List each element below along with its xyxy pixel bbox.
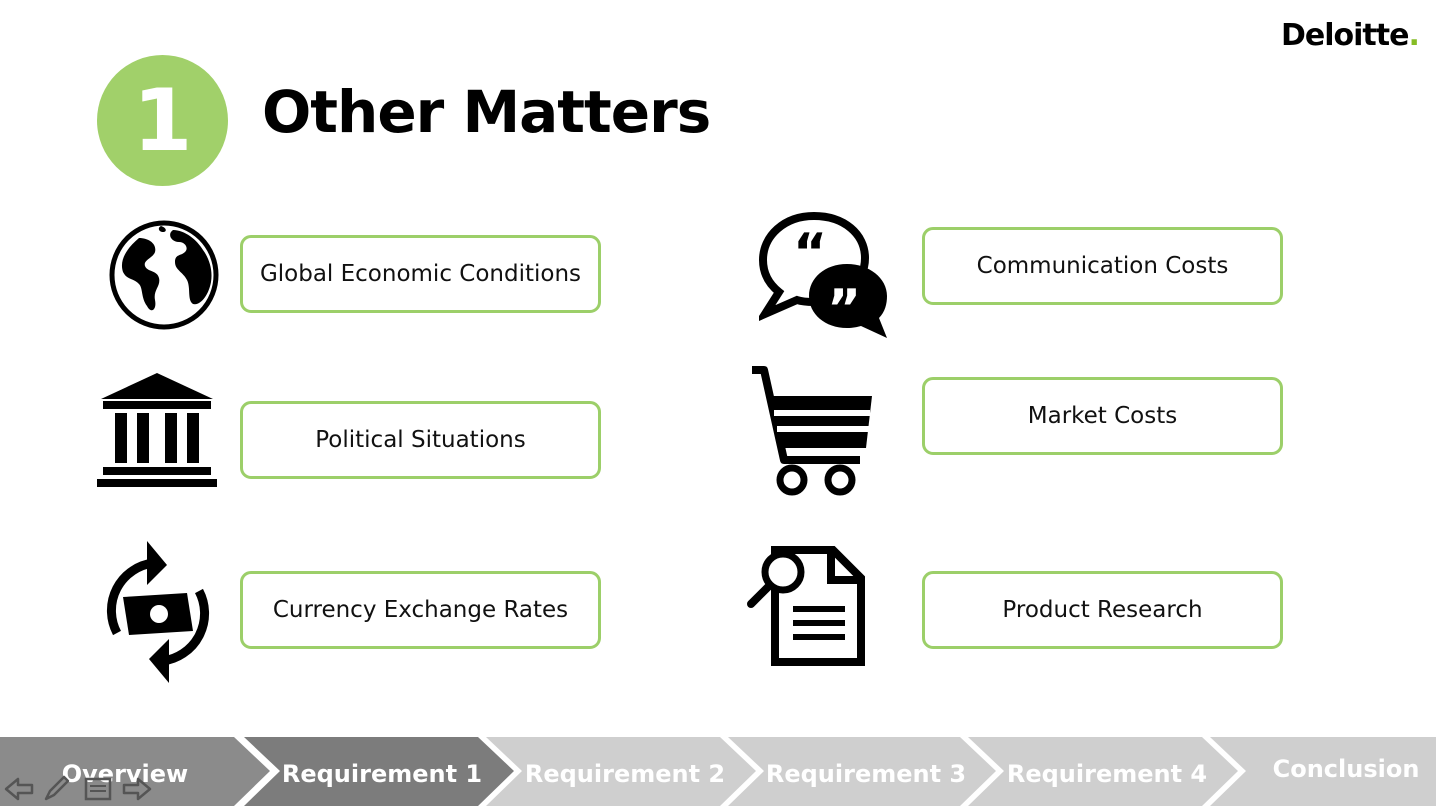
nav-step-requirement-1[interactable]: Requirement 1 <box>280 737 484 806</box>
forward-arrow-icon[interactable] <box>122 777 152 806</box>
svg-text:”: ” <box>827 279 861 339</box>
item-label: Political Situations <box>315 427 526 453</box>
nav-step-label: Requirement 4 <box>1006 759 1208 788</box>
item-product-research[interactable]: Product Research <box>922 571 1283 649</box>
item-market-costs[interactable]: Market Costs <box>922 377 1283 455</box>
item-communication-costs[interactable]: Communication Costs <box>922 227 1283 305</box>
nav-step-requirement-2[interactable]: Requirement 2 <box>522 737 728 806</box>
section-number: 1 <box>132 70 193 171</box>
nav-step-requirement-3[interactable]: Requirement 3 <box>764 737 968 806</box>
nav-step-label: Requirement 1 <box>281 759 483 788</box>
currency-exchange-icon <box>97 537 219 687</box>
nav-step-label: Requirement 2 <box>524 759 726 788</box>
shopping-cart-icon <box>750 364 874 498</box>
nav-step-conclusion[interactable]: Conclusion <box>1256 737 1436 806</box>
progress-navigation: Overview Requirement 1 Requirement 2 Req… <box>0 737 1436 806</box>
globe-icon <box>109 220 220 330</box>
speech-bubbles-icon: “ ” <box>759 212 889 340</box>
page-title: Other Matters <box>262 78 711 146</box>
item-label: Currency Exchange Rates <box>272 597 569 623</box>
menu-icon[interactable] <box>84 777 112 806</box>
logo-text: Deloitte <box>1281 18 1409 53</box>
item-label: Market Costs <box>1027 403 1178 429</box>
item-label: Product Research <box>1002 597 1203 623</box>
item-currency-exchange-rates[interactable]: Currency Exchange Rates <box>240 571 601 649</box>
nav-step-overview[interactable]: Overview <box>20 737 230 806</box>
nav-step-label: Conclusion <box>1272 754 1420 783</box>
document-search-icon <box>747 546 867 666</box>
pen-icon[interactable] <box>42 773 72 808</box>
section-number-badge: 1 <box>97 55 228 186</box>
logo-dot: . <box>1408 18 1419 53</box>
item-global-economic-conditions[interactable]: Global Economic Conditions <box>240 235 601 313</box>
item-label: Global Economic Conditions <box>259 261 582 287</box>
item-label: Communication Costs <box>976 253 1229 279</box>
nav-step-requirement-4[interactable]: Requirement 4 <box>1004 737 1210 806</box>
nav-step-label: Requirement 3 <box>765 759 967 788</box>
back-arrow-icon[interactable] <box>4 777 34 806</box>
government-building-icon <box>95 371 219 489</box>
nav-step-label: Overview <box>61 759 189 788</box>
deloitte-logo: Deloitte. <box>1281 18 1420 53</box>
item-political-situations[interactable]: Political Situations <box>240 401 601 479</box>
